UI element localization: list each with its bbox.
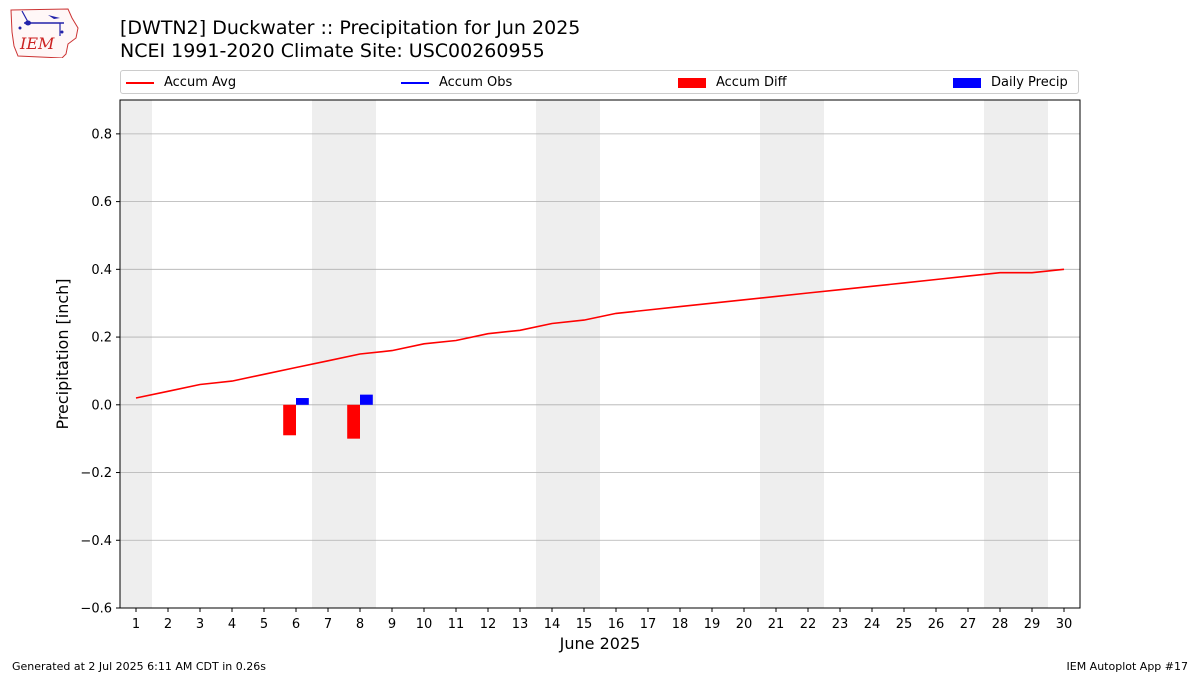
x-tick-label: 8: [356, 617, 364, 632]
accum-diff-bar: [283, 404, 296, 436]
legend-item-accum-diff: Accum Diff: [678, 75, 787, 90]
x-tick-label: 6: [292, 617, 300, 632]
x-tick-label: 16: [608, 617, 625, 632]
x-tick-label: 29: [1024, 617, 1041, 632]
y-tick-label: −0.2: [80, 466, 112, 481]
iem-logo: IEM: [8, 6, 80, 62]
legend-swatch-accum-obs: [401, 81, 429, 84]
plot-frame: [119, 99, 1081, 609]
x-tick-label: 7: [324, 617, 332, 632]
footer-app: IEM Autoplot App #17: [1066, 660, 1189, 673]
x-tick-label: 3: [196, 617, 204, 632]
y-tick-label: 0.8: [91, 127, 112, 142]
x-tick-label: 20: [736, 617, 753, 632]
legend-swatch-accum-avg: [126, 81, 154, 84]
legend-label-accum-avg: Accum Avg: [164, 75, 237, 90]
accum-diff-bar: [347, 404, 360, 439]
legend-label-daily-precip: Daily Precip: [991, 75, 1068, 90]
weekend-band: [312, 100, 344, 608]
x-tick-label: 15: [576, 617, 593, 632]
footer-generated: Generated at 2 Jul 2025 6:11 AM CDT in 0…: [12, 660, 266, 673]
iem-iowa-logo-icon: [10, 8, 79, 59]
weekend-band: [792, 100, 824, 608]
chart-subtitle: NCEI 1991-2020 Climate Site: USC00260955: [120, 40, 545, 62]
weekend-band: [984, 100, 1016, 608]
x-tick-label: 4: [228, 617, 236, 632]
y-tick-label: −0.6: [80, 602, 112, 617]
x-tick-label: 21: [768, 617, 785, 632]
weekend-band: [568, 100, 600, 608]
x-tick-label: 26: [928, 617, 945, 632]
legend-item-daily-precip: Daily Precip: [953, 75, 1068, 90]
y-tick-label: 0.0: [91, 398, 112, 413]
x-tick-label: 5: [260, 617, 268, 632]
weekend-band: [760, 100, 792, 608]
x-tick-label: 9: [388, 617, 396, 632]
x-axis-label: June 2025: [559, 634, 641, 653]
x-tick-label: 10: [416, 617, 433, 632]
x-tick-label: 14: [544, 617, 561, 632]
x-tick-label: 1: [132, 617, 140, 632]
y-tick-label: 0.2: [91, 331, 112, 346]
weekend-band: [536, 100, 568, 608]
x-tick-label: 30: [1056, 617, 1073, 632]
legend-item-accum-avg: Accum Avg: [126, 75, 236, 90]
daily-precip-bar: [360, 394, 373, 405]
iem-logo-text: IEM: [20, 34, 55, 53]
x-tick-label: 19: [704, 617, 721, 632]
x-tick-label: 17: [640, 617, 657, 632]
x-tick-label: 25: [896, 617, 913, 632]
y-tick-label: 0.4: [91, 263, 112, 278]
y-tick-label: −0.4: [80, 534, 112, 549]
accum-avg-line: [135, 268, 1065, 399]
legend-swatch-accum-diff: [678, 77, 706, 88]
legend-label-accum-obs: Accum Obs: [439, 75, 513, 90]
daily-precip-bar: [296, 398, 309, 405]
x-tick-label: 18: [672, 617, 689, 632]
x-tick-label: 2: [164, 617, 172, 632]
weekend-band: [120, 100, 152, 608]
x-tick-label: 22: [800, 617, 817, 632]
x-tick-label: 28: [992, 617, 1009, 632]
x-tick-label: 12: [480, 617, 497, 632]
y-tick-label: 0.6: [91, 195, 112, 210]
legend-item-accum-obs: Accum Obs: [401, 75, 512, 90]
weekend-band: [1016, 100, 1048, 608]
x-tick-label: 24: [864, 617, 881, 632]
y-axis-label: Precipitation [inch]: [53, 278, 72, 429]
legend-swatch-daily-precip: [953, 77, 981, 88]
legend-label-accum-diff: Accum Diff: [716, 75, 787, 90]
legend: Accum Avg Accum Obs Accum Diff Daily Pre…: [120, 70, 1079, 94]
chart-title: [DWTN2] Duckwater :: Precipitation for J…: [120, 17, 581, 39]
x-tick-label: 27: [960, 617, 977, 632]
x-tick-label: 13: [512, 617, 529, 632]
x-tick-label: 11: [448, 617, 465, 632]
x-tick-label: 23: [832, 617, 849, 632]
